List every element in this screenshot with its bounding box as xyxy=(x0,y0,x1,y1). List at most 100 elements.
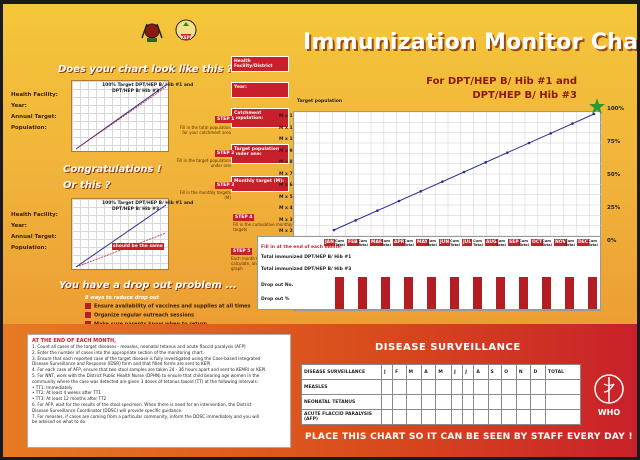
field-annual-target-2: Annual Target: xyxy=(11,234,57,240)
dropout-column xyxy=(381,277,390,309)
surveillance-header-cell: N xyxy=(515,364,532,380)
surveillance-cell xyxy=(462,394,475,410)
surveillance-cell xyxy=(545,409,581,425)
field-population: Population: xyxy=(11,125,47,131)
who-emblem-icon xyxy=(594,374,624,404)
surveillance-cell xyxy=(435,409,453,425)
percent-label: 0% xyxy=(607,238,617,244)
m-label: M x 5 = xyxy=(279,194,298,200)
dropout-column xyxy=(473,277,482,309)
instruction-line: 1. Count all cases of the target disease… xyxy=(32,344,246,349)
cum-total-label: Cum Total xyxy=(588,239,598,247)
surveillance-table: DISEASE SURVEILLANCE J F M A M J J A S O N D TOTAL MEA… xyxy=(301,364,581,425)
subtitle-line-1: For DPT/HEP B/ Hib #1 and xyxy=(426,76,577,87)
surveillance-cell xyxy=(473,379,489,395)
step-4-note: Fill in the cumulative monthly targets xyxy=(233,222,293,232)
dropout-column xyxy=(519,277,528,309)
dropout-number: Drop out No. xyxy=(261,283,294,288)
target-point xyxy=(462,170,466,174)
cum-total-label: Cum Total xyxy=(335,239,345,247)
target-point xyxy=(376,209,379,212)
target-point xyxy=(549,132,552,135)
surveillance-cell xyxy=(435,394,453,410)
surveillance-cell xyxy=(515,409,532,425)
table-row: NEONATAL TETANUS xyxy=(301,394,581,410)
cum-total-label: Cum Total xyxy=(473,239,483,247)
step-1-note: Fill in the total population for your ca… xyxy=(179,125,231,135)
instruction-line: • TT3: At least 12 months after TT2 xyxy=(32,396,107,402)
dropout-column xyxy=(542,277,551,309)
surveillance-cell xyxy=(405,394,423,410)
dropout-column xyxy=(588,277,597,309)
surveillance-cell xyxy=(380,394,394,410)
surveillance-cell xyxy=(530,394,547,410)
mini-chart-good: 100% Target DPT/HEP B/ Hib #1 and DPT/HE… xyxy=(71,80,193,152)
step-1-tag: STEP 1 xyxy=(215,116,237,123)
surveillance-header-cell: DISEASE SURVEILLANCE xyxy=(301,364,382,380)
m-label: M x 6 = xyxy=(279,183,298,188)
step-2-tag: STEP 2 xyxy=(215,150,237,157)
surveillance-cell xyxy=(473,394,489,410)
star-icon xyxy=(589,98,605,118)
surveillance-header-cell: D xyxy=(530,364,547,380)
month-tag: OCT xyxy=(531,239,544,246)
surveillance-header-cell: M xyxy=(405,364,423,380)
cum-total-label: Cum Total xyxy=(381,239,391,247)
surveillance-header-cell: S xyxy=(487,364,503,380)
total-immunized-1: Total immunized DPT/HEP B/ Hib #1 xyxy=(261,255,352,260)
dropout-column xyxy=(358,277,367,309)
target-point xyxy=(397,199,401,203)
surveillance-cell xyxy=(545,379,581,395)
mini-chart-dropout-lines xyxy=(75,204,167,268)
congratulations-text: Congratulations ! xyxy=(63,164,162,175)
kepi-label: KEPI xyxy=(181,35,192,40)
surveillance-row-label: NEONATAL TETANUS xyxy=(301,394,382,410)
cum-total-label: Cum Total xyxy=(496,239,506,247)
field-annual-target: Annual Target: xyxy=(11,114,57,120)
target-point xyxy=(354,219,357,222)
target-point xyxy=(592,112,596,116)
surveillance-cell xyxy=(405,409,423,425)
target-point xyxy=(419,190,422,193)
month-tag: MAR xyxy=(370,239,384,246)
surveillance-cell xyxy=(515,379,532,395)
surveillance-cell xyxy=(421,379,437,395)
tip-1: Ensure availability of vaccines and supp… xyxy=(85,303,251,310)
instruction-line: 5. For NNT, work with the District Publi… xyxy=(32,372,260,378)
step-2-note: Fill in the target population under one xyxy=(176,158,231,168)
tip-1-text: Ensure availability of vaccines and supp… xyxy=(94,303,251,310)
m-label: M x 11 = xyxy=(279,125,302,131)
subtitle-line-2: DPT/HEP B/ Hib #3 xyxy=(472,90,577,101)
tip-2-text: Organize regular outreach sessions xyxy=(94,312,195,319)
m-label: M x 2 = xyxy=(279,229,298,234)
field-year: Year: xyxy=(11,103,27,109)
cum-total-label: Cum Total xyxy=(542,239,552,247)
mini-legend-1b: 100% Target DPT/HEP B/ Hib #1 and xyxy=(102,201,194,206)
poster: KEPI Does your chart look like this ? He… xyxy=(3,4,637,457)
cum-total-label: Cum Total xyxy=(450,239,460,247)
year-box: Year: xyxy=(231,82,289,98)
surveillance-header-cell: F xyxy=(392,364,407,380)
health-facility-box: Health Facility/District xyxy=(231,56,289,72)
surveillance-header-cell: J xyxy=(462,364,475,380)
percent-label: 100% xyxy=(607,106,624,112)
instruction-line: 6. For AFP, wait for the results of the … xyxy=(32,401,252,407)
surveillance-cell xyxy=(487,379,503,395)
mini-legend-2b: DPT/HEP B/ Hib #3 xyxy=(112,207,160,212)
month-tag: JAN xyxy=(324,239,335,246)
cum-total-label: Cum Total xyxy=(404,239,414,247)
target-point xyxy=(527,141,531,145)
monthly-table: Fill in at the end of each month Total i… xyxy=(257,236,601,310)
target-point xyxy=(571,122,574,125)
instruction-line: • TT1: Immediately xyxy=(32,384,73,390)
instruction-line: be advised on what to do. xyxy=(32,419,87,425)
surveillance-cell xyxy=(530,409,547,425)
surveillance-cell xyxy=(392,379,407,395)
m-label: M x 8 = xyxy=(279,160,298,165)
surveillance-cell xyxy=(421,409,437,425)
surveillance-cell xyxy=(462,409,475,425)
surveillance-row-label: ACUTE FLACCID PARALYSIS (AFP) xyxy=(301,409,382,425)
question-title-1: Does your chart look like this ? xyxy=(58,64,233,75)
surveillance-cell xyxy=(487,394,503,410)
who-logo: WHO xyxy=(589,372,629,417)
